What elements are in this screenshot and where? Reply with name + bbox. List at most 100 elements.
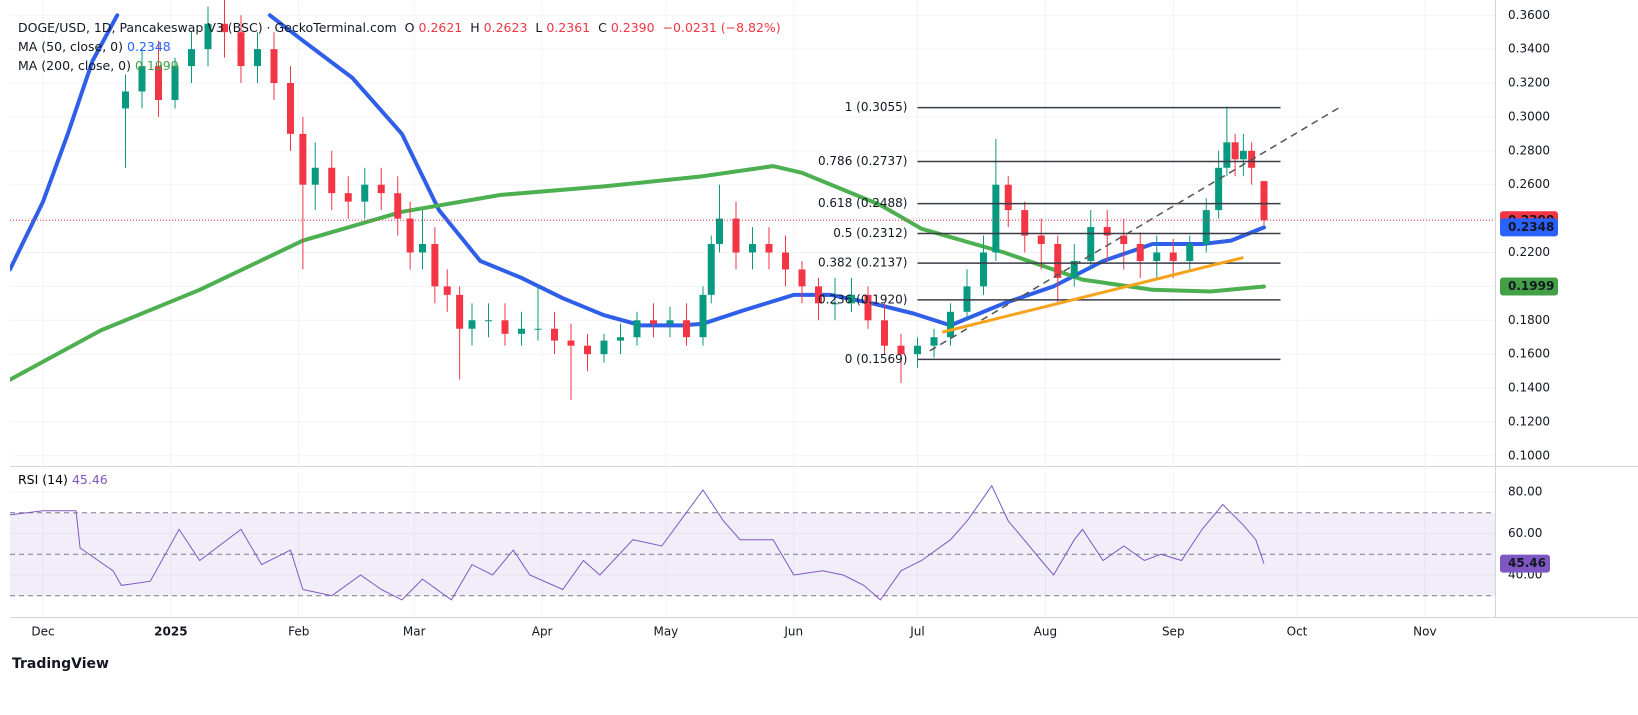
- candle-body: [534, 328, 542, 330]
- candle-body: [992, 184, 1000, 253]
- brand: TradingView: [12, 656, 109, 672]
- candle-body: [287, 83, 294, 134]
- rsi-value: 45.46: [71, 472, 108, 487]
- ohlc-value: 0.2390: [610, 20, 655, 35]
- candle-body: [171, 66, 179, 100]
- candle-body: [1169, 252, 1177, 261]
- candle-body: [394, 193, 402, 219]
- candle-body: [707, 244, 715, 295]
- moving-average: [10, 13, 1266, 328]
- ma-value: 0.2348: [127, 39, 171, 54]
- candle-body: [897, 345, 905, 355]
- ma200-row: MA (200, close, 0) 0.1999: [18, 56, 785, 75]
- fib-label: 0.236 (0.1920): [818, 292, 908, 306]
- y-tick-label: 0.2200: [1508, 245, 1550, 259]
- x-tick-label: Oct: [1287, 625, 1308, 639]
- candle-body: [732, 218, 740, 253]
- candle-body: [1153, 252, 1161, 261]
- y-tick-label: 0.1200: [1508, 414, 1550, 428]
- candle-body: [518, 328, 525, 334]
- candle-body: [980, 252, 987, 287]
- fib-label: 0.618 (0.2488): [818, 196, 908, 210]
- trend-line: [929, 106, 1342, 352]
- candle-body: [666, 320, 674, 324]
- fib-label: 0.382 (0.2137): [818, 256, 908, 270]
- candle-body: [188, 49, 195, 67]
- candle-body: [1223, 142, 1231, 168]
- candle-body: [1202, 210, 1210, 245]
- candle-body: [1087, 227, 1095, 261]
- candle-body: [1054, 244, 1062, 278]
- candle-body: [122, 91, 129, 109]
- candle-body: [1021, 210, 1029, 236]
- candle-body: [299, 133, 307, 185]
- candle-body: [237, 32, 245, 67]
- candle-body: [963, 286, 971, 312]
- candle-body: [1037, 235, 1045, 245]
- candle-body: [1103, 227, 1111, 236]
- ohlc-value: 0.2361: [546, 20, 591, 35]
- y-tick-label: 0.1000: [1508, 448, 1550, 462]
- y-tick-label: 0.3400: [1508, 42, 1550, 56]
- candle-body: [1215, 167, 1223, 211]
- candle-body: [881, 320, 888, 346]
- rsi-tag: [1500, 554, 1550, 573]
- candle-body: [617, 337, 624, 341]
- x-tick-label: Jun: [783, 625, 803, 639]
- candle-body: [155, 66, 162, 100]
- y-tick-label: 0.1400: [1508, 381, 1550, 395]
- y-tick-label: 0.3200: [1508, 76, 1550, 90]
- candle-body: [270, 49, 278, 84]
- candle-body: [1186, 244, 1194, 261]
- y-tick-label: 0.2800: [1508, 143, 1550, 157]
- fib-label: 0.786 (0.2737): [818, 154, 908, 168]
- ohlc-value: 0.2623: [483, 20, 528, 35]
- x-tick-label: Mar: [403, 625, 426, 639]
- price-tag: [1500, 218, 1558, 237]
- candle-body: [311, 167, 319, 185]
- candle-body: [221, 23, 228, 33]
- candle-body: [1231, 142, 1239, 160]
- candle-body: [456, 294, 464, 329]
- y-tick-label: 0.1600: [1508, 347, 1550, 361]
- candle-body: [468, 320, 476, 329]
- candle-body: [443, 286, 451, 295]
- candle-body: [204, 23, 212, 50]
- candle-body: [377, 184, 385, 194]
- fib-label: 1 (0.3055): [845, 100, 908, 114]
- symbol-row: DOGE/USD, 1D, Pancakeswap V3 (BSC) · Gec…: [18, 18, 785, 37]
- candle-body: [947, 311, 954, 338]
- rsi-line: [10, 484, 1265, 601]
- rsi-tag-label: 45.46: [1508, 556, 1546, 570]
- candle-body: [831, 303, 839, 305]
- candle-body: [1070, 260, 1078, 278]
- candle-body: [848, 294, 855, 304]
- candle-body: [798, 269, 806, 287]
- candle-body: [254, 49, 261, 67]
- y-tick-label: 0.2600: [1508, 177, 1550, 191]
- price-tag-label: 0.2348: [1508, 220, 1554, 234]
- rsi-tick-label: 80.00: [1508, 485, 1542, 499]
- candle-body: [419, 244, 426, 253]
- candle-body: [1120, 235, 1128, 245]
- ohlc-label: C: [598, 20, 607, 35]
- price-tag-label: 0.1999: [1508, 279, 1554, 293]
- x-tick-label: Dec: [31, 625, 54, 639]
- ma50-row: MA (50, close, 0) 0.2348: [18, 37, 785, 56]
- symbol: DOGE/USD, 1D, Pancakeswap V3 (BSC) · Gec…: [18, 20, 397, 35]
- ma-label: MA (50, close, 0): [18, 39, 124, 54]
- candle-body: [650, 320, 657, 324]
- candle-body: [361, 184, 369, 202]
- ma-label: MA (200, close, 0): [18, 58, 131, 73]
- fib-label: 0 (0.1569): [845, 352, 908, 366]
- candle-body: [914, 345, 921, 355]
- y-tick-label: 0.3000: [1508, 109, 1550, 123]
- candle-body: [431, 244, 439, 287]
- candle-body: [328, 167, 336, 194]
- candle-body: [406, 218, 414, 253]
- x-tick-label: Aug: [1034, 625, 1057, 639]
- candle-body: [344, 193, 352, 202]
- candle-body: [138, 66, 146, 92]
- candle-body: [501, 320, 509, 334]
